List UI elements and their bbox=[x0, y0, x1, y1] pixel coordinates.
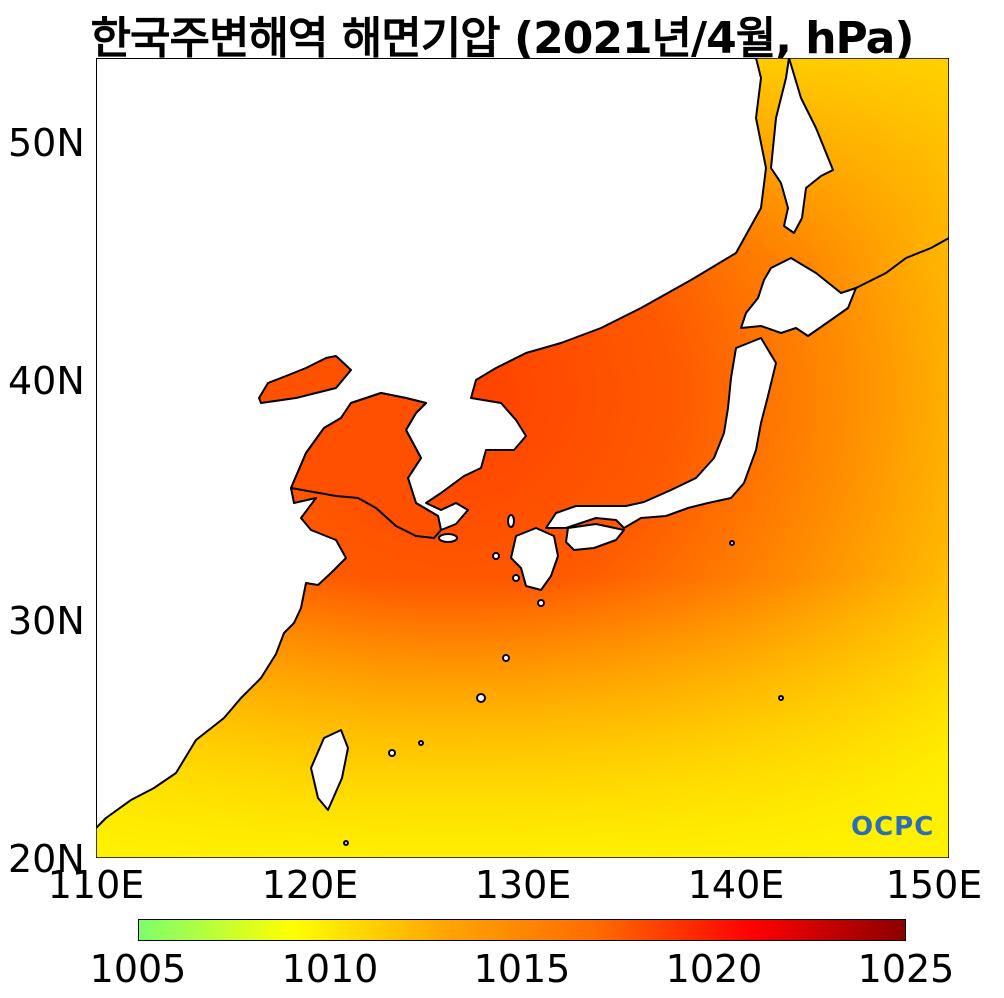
land-kyushu bbox=[510, 527, 559, 591]
land-shikoku bbox=[565, 523, 625, 551]
pressure-map bbox=[96, 58, 949, 858]
land-hokkaido bbox=[740, 257, 857, 337]
colorbar-label-1010: 1010 bbox=[281, 947, 379, 991]
colorbar-label-1025: 1025 bbox=[857, 947, 955, 991]
colorbar bbox=[138, 919, 906, 941]
bohai-sea bbox=[258, 355, 352, 404]
lat-label-20n: 20N bbox=[8, 837, 85, 881]
lon-label-140e: 140E bbox=[687, 863, 785, 907]
colorbar-label-1015: 1015 bbox=[473, 947, 571, 991]
map-title: 한국주변해역 해면기압 (2021년/4월, hPa) bbox=[90, 13, 915, 64]
land-sakhalin bbox=[770, 58, 834, 234]
land-taiwan bbox=[310, 729, 349, 811]
land-jeju bbox=[438, 533, 458, 543]
lon-label-150e: 150E bbox=[885, 863, 983, 907]
ocpc-logo: OCPC bbox=[851, 812, 935, 842]
colorbar-label-1005: 1005 bbox=[89, 947, 187, 991]
colorbar-label-1020: 1020 bbox=[665, 947, 763, 991]
lon-label-130e: 130E bbox=[474, 863, 572, 907]
lon-label-110e: 110E bbox=[47, 863, 145, 907]
lat-label-30n: 30N bbox=[8, 599, 85, 643]
yellow-sea-west bbox=[290, 392, 442, 539]
land-honshu bbox=[545, 337, 777, 529]
lon-label-120e: 120E bbox=[261, 863, 359, 907]
lat-label-50n: 50N bbox=[8, 121, 85, 165]
lat-label-40n: 40N bbox=[8, 359, 85, 403]
